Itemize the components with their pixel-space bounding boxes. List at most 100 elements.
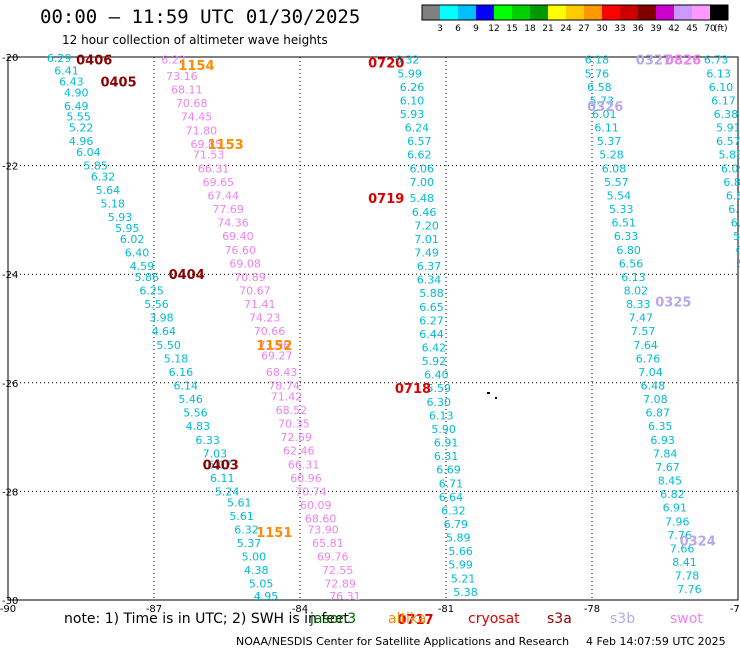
time-label: 1151 bbox=[256, 526, 292, 541]
data-point-label: 67.44 bbox=[208, 189, 240, 202]
data-point-label: 7.96 bbox=[665, 515, 690, 528]
data-point-label: 6.22 bbox=[161, 54, 186, 67]
time-label: 0717 bbox=[397, 613, 433, 628]
data-point-label: 6.16 bbox=[169, 366, 194, 379]
data-point-label: 5.38 bbox=[453, 586, 478, 599]
data-point-label: 5.56 bbox=[183, 407, 208, 420]
colorbar-swatch bbox=[638, 5, 656, 20]
data-point-label: 5.37 bbox=[597, 135, 622, 148]
data-point-label: 6.06 bbox=[410, 162, 435, 175]
data-point-label: 71.80 bbox=[186, 124, 218, 137]
data-point-label: 5.90 bbox=[431, 423, 456, 436]
data-point-label: 4.83 bbox=[186, 420, 211, 433]
time-label: 1154 bbox=[178, 59, 214, 74]
data-point-label: 5.21 bbox=[451, 572, 476, 585]
data-point-label: 6.57 bbox=[407, 135, 432, 148]
data-point-label: 5.86 bbox=[135, 271, 160, 284]
data-point-label: 5.96 bbox=[733, 230, 740, 243]
data-point-label: 5.22 bbox=[69, 122, 94, 135]
data-point-label: 6.71 bbox=[439, 477, 464, 490]
time-label: 0826 bbox=[665, 54, 701, 69]
data-point-label: 7.00 bbox=[410, 176, 435, 189]
data-point-label: 6.33 bbox=[195, 434, 220, 447]
data-point-label: 5.33 bbox=[609, 203, 634, 216]
data-point-label: 74.23 bbox=[249, 312, 281, 325]
data-point-label: 7.84 bbox=[653, 447, 678, 460]
data-point-label: 70.89 bbox=[234, 271, 265, 284]
data-point-label: 6.37 bbox=[417, 260, 442, 273]
data-point-label: 6.13 bbox=[621, 271, 646, 284]
data-point-label: 6.32 bbox=[441, 504, 466, 517]
data-point-label: 6.40 bbox=[125, 246, 150, 259]
data-point-label: 3.98 bbox=[149, 312, 174, 325]
time-label: 0325 bbox=[655, 295, 691, 310]
data-point-label: 5.88 bbox=[719, 149, 740, 162]
colorbar-swatch bbox=[656, 5, 674, 20]
colorbar-swatch bbox=[602, 5, 620, 20]
data-point-label: 6.02 bbox=[120, 233, 145, 246]
data-point-label: 5.57 bbox=[604, 176, 629, 189]
data-point-label: 6.93 bbox=[650, 434, 675, 447]
y-tick-label: -26 bbox=[2, 379, 18, 390]
data-point-label: 8.33 bbox=[626, 298, 651, 311]
x-tick-label: -90 bbox=[0, 604, 16, 615]
x-tick-label: -75 bbox=[730, 604, 740, 615]
data-point-label: 4.38 bbox=[244, 564, 268, 577]
data-point-label: 6.99 bbox=[736, 244, 740, 257]
data-point-label: 4.96 bbox=[69, 135, 94, 148]
x-tick-label: -87 bbox=[146, 604, 162, 615]
data-point-label: 70.67 bbox=[239, 284, 271, 297]
data-point-label: 6.42 bbox=[422, 342, 447, 355]
chart-title: 00:00 – 11:59 UTC 01/30/2025 bbox=[40, 6, 361, 28]
colorbar-swatch bbox=[710, 5, 728, 20]
colorbar-tick: 12 bbox=[488, 24, 499, 34]
colorbar-tick: 30 bbox=[596, 24, 608, 34]
y-tick-label: -28 bbox=[2, 487, 18, 498]
data-point-label: 6.32 bbox=[234, 523, 258, 536]
data-point-label: 7.04 bbox=[638, 366, 663, 379]
data-point-label: 6.62 bbox=[726, 189, 740, 202]
data-point-label: 74.36 bbox=[217, 217, 249, 230]
colorbar-tick: 39 bbox=[650, 24, 662, 34]
data-point-label: 7.49 bbox=[414, 246, 439, 259]
data-point-label: 5.54 bbox=[607, 189, 632, 202]
timestamp-text: 4 Feb 14:07:59 UTC 2025 bbox=[586, 635, 726, 648]
time-label: 1152 bbox=[256, 339, 292, 354]
data-point-label: 6.79 bbox=[444, 518, 469, 531]
note-text: note: 1) Time is in UTC; 2) SWH is in fe… bbox=[64, 611, 350, 627]
data-point-label: 6.34 bbox=[417, 274, 442, 287]
data-point-label: 5.85 bbox=[83, 160, 108, 173]
data-point-label: 5.28 bbox=[599, 149, 624, 162]
data-point-label: 72.69 bbox=[281, 431, 313, 444]
time-label: 1153 bbox=[208, 138, 244, 153]
data-point-label: 6.62 bbox=[407, 149, 432, 162]
data-point-label: 77.69 bbox=[212, 203, 244, 216]
time-label: 0720 bbox=[368, 56, 404, 71]
data-point-label: 6.80 bbox=[723, 176, 740, 189]
data-point-label: 7.57 bbox=[631, 325, 656, 338]
time-label: 0327 bbox=[636, 54, 672, 69]
data-point-label: 6.65 bbox=[419, 301, 444, 314]
data-point-label: 6.31 bbox=[434, 450, 459, 463]
data-point-label: 6.41 bbox=[54, 65, 79, 78]
data-point-label: 5.24 bbox=[215, 485, 240, 498]
data-point-label: 6.48 bbox=[641, 380, 666, 393]
data-point-label: 6.76 bbox=[636, 352, 661, 365]
data-point-label: 5.64 bbox=[96, 184, 121, 197]
time-label: 0718 bbox=[395, 382, 431, 397]
data-point-label: 6.30 bbox=[427, 396, 452, 409]
data-point-label: 7.01 bbox=[414, 233, 439, 246]
colorbar-tick: 45 bbox=[686, 24, 697, 34]
colorbar-tick: 18 bbox=[524, 24, 536, 34]
data-point-label: 4.59 bbox=[130, 260, 155, 273]
data-point-label: 72.89 bbox=[324, 578, 356, 591]
colorbar-swatch bbox=[530, 5, 548, 20]
colorbar-swatch bbox=[494, 5, 512, 20]
data-point-label: 6.32 bbox=[395, 54, 420, 67]
colorbar-tick: 3 bbox=[437, 24, 443, 34]
colorbar-swatch bbox=[422, 5, 440, 20]
data-point-label: 6.24 bbox=[405, 122, 430, 135]
data-point-label: 74.45 bbox=[181, 111, 213, 124]
data-point-label: 6.26 bbox=[400, 81, 425, 94]
point-mark bbox=[495, 397, 497, 399]
